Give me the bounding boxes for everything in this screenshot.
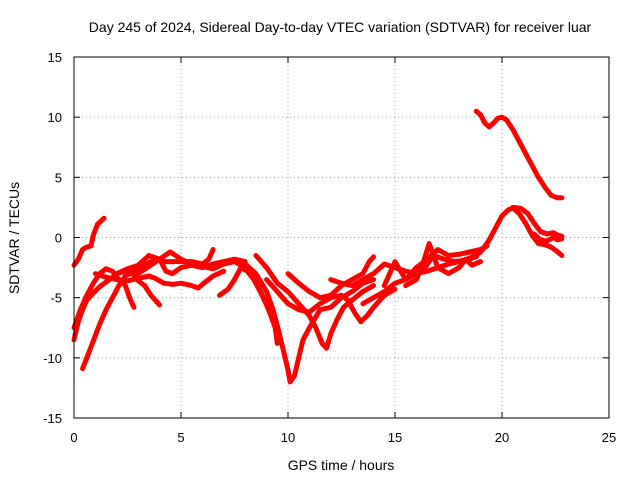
series-line-arc-r	[467, 204, 565, 262]
x-tick-label: 20	[495, 430, 509, 445]
y-tick-label: -15	[43, 411, 62, 426]
y-tick-label: 0	[55, 231, 62, 246]
chart-title: Day 245 of 2024, Sidereal Day-to-day VTE…	[89, 19, 592, 35]
series-line-arc-a	[71, 215, 107, 268]
series-line-arc-l	[285, 254, 377, 301]
y-tick-label: 10	[48, 110, 62, 125]
y-tick-label: 5	[55, 170, 62, 185]
series-line-arc-e	[92, 268, 227, 291]
series-line-arc-s	[510, 204, 565, 258]
y-axis-label: SDTVAR / TECUs	[6, 182, 22, 294]
x-tick-label: 10	[281, 430, 295, 445]
x-tick-label: 15	[388, 430, 402, 445]
series-line-arc-f	[114, 253, 248, 277]
series-line-arc-h	[217, 265, 280, 346]
grid-layer	[74, 57, 609, 418]
y-tick-label: -10	[43, 351, 62, 366]
series-line-arc-m	[328, 253, 479, 289]
x-axis-label: GPS time / hours	[288, 457, 395, 473]
x-tick-label: 25	[602, 430, 616, 445]
x-tick-label: 5	[177, 430, 184, 445]
x-tick-label: 0	[70, 430, 77, 445]
y-tick-label: 15	[48, 50, 62, 65]
series-line-arc-k	[264, 277, 398, 325]
series-line-arc-t	[531, 231, 565, 244]
series-layer	[71, 108, 565, 385]
y-tick-label: -5	[50, 291, 62, 306]
series-line-arc-p	[403, 241, 484, 289]
series-line-arc-o	[381, 243, 490, 289]
tick-layer: 0 5 10 15 20 25 -15 -10 -5 0 5 10 15	[43, 50, 616, 445]
series-line-arc-q	[473, 108, 565, 201]
